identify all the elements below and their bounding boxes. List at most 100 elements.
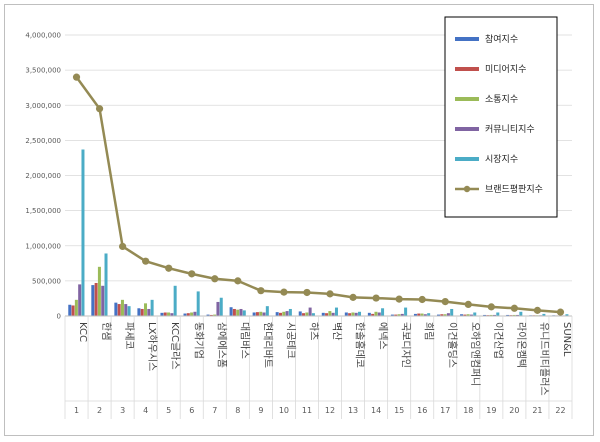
bar [413, 313, 417, 316]
bar [114, 302, 118, 316]
x-category-label: 라이온켐텍 [515, 322, 527, 368]
x-category-label: SUN&L [561, 322, 572, 357]
x-category-label: 이건홀딩스 [446, 322, 459, 368]
legend-swatch [455, 97, 479, 101]
legend-swatch [455, 157, 479, 161]
bar [147, 308, 151, 316]
line-point [119, 242, 127, 251]
bar [334, 307, 338, 316]
y-tick-label: 2,500,000 [25, 137, 61, 145]
line-point [464, 300, 472, 309]
legend-label: 소통지수 [485, 94, 518, 105]
x-index-label: 18 [463, 406, 473, 415]
bar [285, 311, 289, 316]
x-category-label: 대림바스 [238, 322, 250, 359]
legend-label: 커뮤니티지수 [485, 124, 535, 135]
bar [282, 311, 286, 316]
bar [377, 312, 381, 316]
bar [394, 314, 398, 316]
bar [160, 312, 164, 316]
bar [259, 311, 263, 316]
x-index-label: 8 [235, 406, 240, 415]
legend-swatch [455, 67, 479, 71]
bar [74, 299, 78, 316]
bar [127, 306, 131, 316]
bar [124, 304, 128, 316]
bar [117, 304, 121, 316]
x-category-label: 현대리바트 [261, 322, 273, 368]
line-point [418, 295, 426, 304]
bar [565, 314, 569, 316]
x-category-label: 국보디자인 [400, 322, 412, 368]
x-index-label: 1 [74, 406, 79, 415]
line-point [487, 303, 495, 311]
bar [311, 313, 315, 316]
line-series [72, 73, 565, 316]
bar [437, 314, 440, 316]
x-category-label: KCC글라스 [169, 322, 181, 370]
x-index-label: 10 [279, 406, 289, 415]
x-index-label: 5 [166, 406, 171, 415]
legend-box [444, 16, 558, 218]
bar [328, 311, 332, 316]
x-index-label: 3 [120, 406, 125, 415]
bar [344, 312, 348, 316]
legend-swatch [455, 37, 479, 41]
line-point [303, 288, 311, 297]
bar [446, 313, 450, 316]
line-point [395, 295, 403, 303]
x-index-label: 7 [212, 406, 217, 415]
bar [516, 314, 520, 316]
bar [94, 282, 98, 316]
bar [255, 312, 259, 316]
bar [469, 314, 473, 316]
bar [348, 313, 352, 316]
bar [183, 313, 187, 316]
x-index-label: 4 [143, 406, 148, 415]
legend-label: 브랜드평판지수 [485, 184, 543, 195]
line-point [556, 308, 565, 316]
x-index-label: 22 [555, 406, 565, 415]
bar [216, 301, 220, 316]
bar [262, 312, 266, 316]
line-point [510, 304, 518, 312]
legend-item: 시장지수 [455, 154, 518, 165]
x-index-label: 19 [486, 406, 496, 415]
bar [101, 285, 105, 316]
line-point [372, 294, 380, 302]
y-tick-label: 3,000,000 [25, 102, 61, 110]
bar [506, 314, 510, 316]
bar [288, 308, 292, 316]
bar [78, 284, 82, 316]
bar [463, 314, 467, 316]
bar [397, 314, 401, 316]
x-category-label: LX하우시스 [146, 322, 159, 371]
legend-label: 시장지수 [485, 154, 518, 165]
bar [71, 305, 75, 316]
bar [163, 312, 167, 316]
y-tick-label: 1,000,000 [25, 242, 61, 250]
legend-item: 미디어지수 [455, 64, 526, 75]
line-point [533, 306, 542, 314]
line-point [188, 270, 196, 278]
bar [308, 307, 312, 316]
bar [427, 313, 431, 316]
line-point [234, 277, 242, 285]
bar [229, 307, 233, 316]
bar [265, 306, 269, 316]
x-category-label: 벽산 [331, 322, 343, 340]
bar [443, 314, 447, 316]
x-category-label: 유니드비티플러스 [538, 322, 550, 396]
x-category-label: 삼에에스폼 [215, 322, 227, 368]
x-axis: KCC 한샘 파세코 LX하우시스 KCC글라스 동화기업 삼에에스폼 대림바스 현대리바트 시공… [64, 315, 573, 419]
x-index-label: 12 [325, 406, 335, 415]
chart-frame: 0 500,000 1,000,000 1,500,000 2,000,000 2,500… [4, 4, 594, 436]
line-point [142, 257, 150, 265]
y-axis-tick-labels: 0 500,000 1,000,000 1,500,000 2,000,000 2,500… [25, 32, 61, 321]
bar [351, 312, 355, 316]
bar [305, 312, 309, 316]
x-index-label: 15 [394, 406, 404, 415]
bar [193, 311, 197, 316]
series-5 [81, 149, 569, 316]
